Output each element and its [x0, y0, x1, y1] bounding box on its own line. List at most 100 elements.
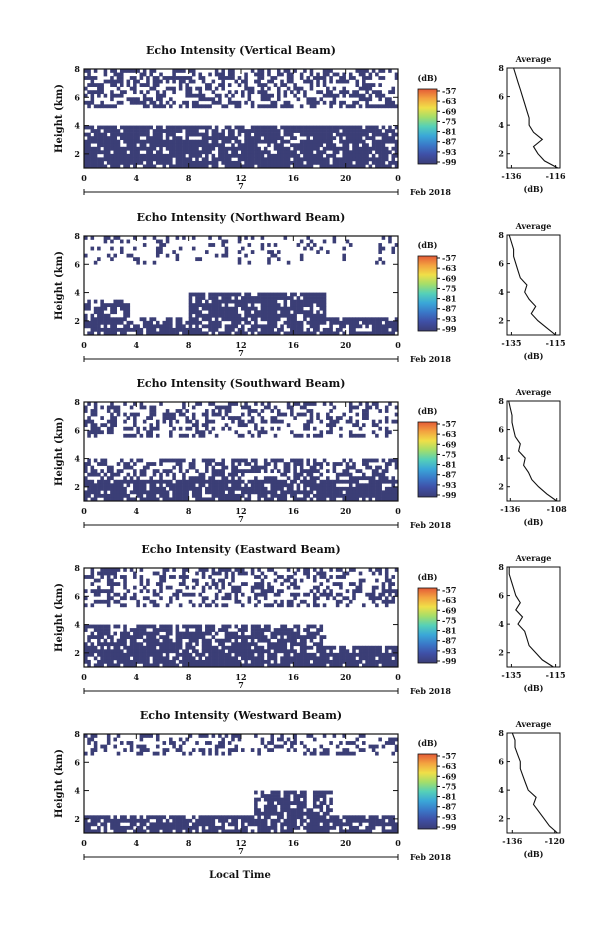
- echo-cell: [224, 405, 229, 410]
- echo-cell: [352, 136, 356, 141]
- echo-cell: [286, 296, 291, 300]
- echo-cell: [326, 469, 330, 474]
- echo-cell: [146, 659, 150, 664]
- echo-cell: [260, 409, 265, 413]
- y-tick-label: 8: [74, 563, 80, 573]
- echo-cell: [342, 571, 346, 576]
- echo-cell: [188, 645, 193, 650]
- echo-cell: [270, 589, 275, 594]
- echo-cell: [178, 150, 183, 155]
- echo-cell: [126, 741, 131, 745]
- echo-cell: [260, 243, 265, 247]
- echo-cell: [365, 409, 369, 413]
- echo-cell: [388, 493, 392, 498]
- echo-cell: [136, 132, 140, 137]
- echo-cell: [365, 125, 369, 130]
- echo-cell: [290, 405, 294, 410]
- echo-cell: [162, 479, 167, 484]
- echo-cell: [352, 582, 356, 586]
- echo-cell: [247, 405, 252, 410]
- echo-cell: [378, 476, 382, 481]
- echo-cell: [358, 469, 363, 474]
- echo-cell: [159, 125, 163, 130]
- echo-cell: [159, 136, 163, 141]
- echo-cell: [241, 331, 245, 336]
- echo-cell: [211, 90, 216, 95]
- echo-cell: [119, 603, 124, 608]
- echo-cell: [342, 324, 346, 329]
- echo-cell: [169, 76, 173, 80]
- echo-cell: [133, 472, 137, 477]
- echo-cell: [237, 462, 242, 466]
- echo-cell: [152, 331, 157, 336]
- echo-cell: [113, 79, 118, 84]
- echo-cell: [119, 635, 124, 640]
- echo-cell: [319, 153, 324, 158]
- echo-cell: [296, 320, 301, 325]
- echo-cell: [172, 100, 176, 105]
- echo-cell: [237, 139, 242, 144]
- echo-cell: [306, 409, 310, 413]
- average-y-tick-label: 8: [498, 63, 504, 73]
- echo-cell: [312, 299, 317, 304]
- echo-cell: [293, 642, 297, 647]
- echo-cell: [195, 635, 199, 640]
- echo-cell: [290, 490, 294, 495]
- echo-cell: [296, 628, 301, 632]
- echo-cell: [257, 592, 261, 597]
- echo-cell: [342, 479, 346, 484]
- echo-cell: [162, 458, 167, 463]
- echo-cell: [283, 310, 288, 315]
- echo-cell: [234, 635, 239, 640]
- echo-cell: [371, 469, 376, 474]
- echo-cell: [224, 423, 229, 428]
- echo-cell: [165, 656, 170, 661]
- echo-cell: [263, 659, 268, 664]
- echo-cell: [371, 419, 376, 424]
- echo-cell: [139, 433, 144, 438]
- echo-cell: [136, 257, 140, 262]
- echo-cell: [201, 136, 206, 141]
- echo-cell: [335, 603, 340, 608]
- echo-cell: [267, 490, 271, 495]
- echo-cell: [244, 303, 248, 308]
- echo-cell: [149, 476, 153, 481]
- echo-cell: [254, 310, 258, 315]
- echo-cell: [162, 324, 167, 329]
- echo-cell: [270, 160, 275, 165]
- echo-cell: [332, 734, 337, 738]
- echo-cell: [231, 472, 235, 477]
- echo-cell: [198, 402, 203, 406]
- echo-cell: [159, 578, 163, 583]
- echo-cell: [312, 486, 317, 491]
- echo-cell: [309, 100, 314, 105]
- echo-cell: [149, 327, 153, 332]
- echo-cell: [178, 631, 183, 636]
- echo-cell: [260, 628, 265, 632]
- echo-cell: [362, 603, 366, 608]
- echo-cell: [165, 139, 170, 144]
- echo-cell: [348, 416, 353, 420]
- echo-cell: [250, 146, 255, 151]
- echo-cell: [224, 479, 229, 484]
- echo-cell: [221, 497, 225, 502]
- echo-cell: [280, 635, 284, 640]
- echo-cell: [368, 405, 373, 410]
- echo-cell: [139, 744, 144, 749]
- echo-cell: [106, 663, 111, 668]
- echo-cell: [283, 649, 288, 654]
- echo-cell: [227, 416, 232, 420]
- echo-cell: [165, 160, 170, 165]
- echo-cell: [250, 483, 255, 488]
- echo-cell: [201, 433, 206, 438]
- echo-cell: [286, 631, 291, 636]
- echo-cell: [267, 143, 271, 148]
- echo-cell: [276, 575, 281, 579]
- echo-cell: [129, 497, 134, 502]
- echo-cell: [103, 164, 108, 169]
- echo-cell: [119, 90, 124, 95]
- echo-cell: [273, 462, 278, 466]
- echo-cell: [123, 306, 127, 311]
- echo-cell: [191, 412, 196, 417]
- echo-cell: [326, 250, 330, 254]
